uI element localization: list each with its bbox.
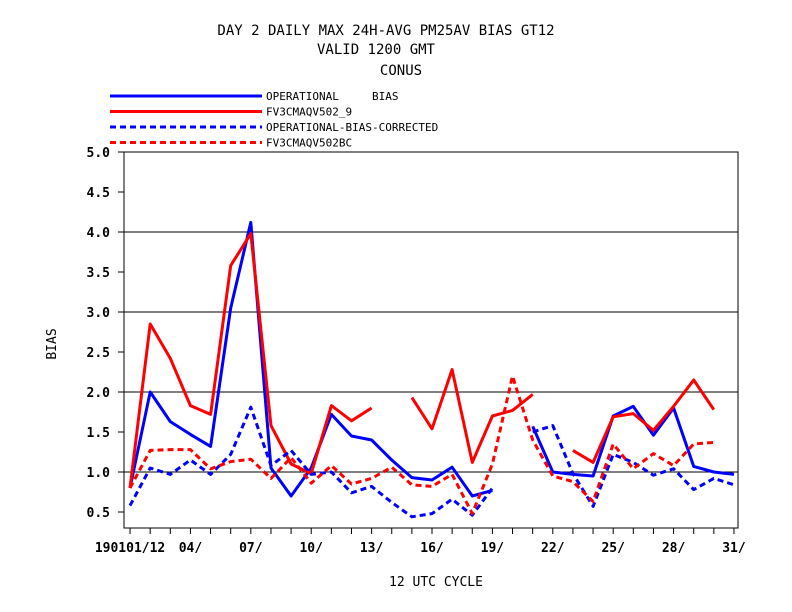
chart-title-line-1: DAY 2 DAILY MAX 24H-AVG PM25AV BIAS GT12: [217, 23, 554, 39]
series-line-1: [128, 220, 493, 498]
chart-title-line-2: VALID 1200 GMT: [317, 42, 436, 58]
legend-label: OPERATIONAL-BIAS-CORRECTED: [266, 121, 438, 134]
x-tick-label: 190101/12: [95, 541, 165, 556]
series-line-2: [410, 368, 534, 464]
x-tick-label: 16/: [420, 541, 444, 556]
x-tick-label: 31/: [722, 541, 746, 556]
series-lines: [128, 220, 735, 519]
x-tick-label: 04/: [179, 541, 203, 556]
x-tick-label: 25/: [601, 541, 625, 556]
x-tick-label: 13/: [360, 541, 384, 556]
series-line-4: [128, 374, 714, 516]
series-line-3: [128, 405, 494, 519]
x-tick-label: 07/: [239, 541, 263, 556]
y-tick-label: 1.0: [87, 466, 111, 481]
y-tick-label: 4.5: [87, 186, 110, 201]
legend-label: FV3CMAQV502_9: [266, 106, 352, 119]
x-axis: 190101/12 04/07/10/13/16/19/22/25/28/31/: [95, 528, 746, 556]
plot-frame: [123, 151, 739, 529]
series-line-3: [532, 424, 735, 508]
x-tick-label: 22/: [541, 541, 565, 556]
legend-label: OPERATIONAL BIAS: [266, 90, 398, 103]
y-axis-label: BIAS: [45, 328, 60, 359]
grid-lines: [124, 231, 738, 473]
legend: OPERATIONAL BIAS FV3CMAQV502_9 OPERATIONAL…: [110, 90, 438, 150]
x-tick-label: 28/: [662, 541, 686, 556]
y-tick-label: 4.0: [87, 226, 111, 241]
chart-title-line-3: CONUS: [380, 63, 422, 79]
x-tick-label: 10/: [299, 541, 323, 556]
y-tick-label: 2.5: [87, 346, 110, 361]
legend-label: FV3CMAQV502BC: [266, 137, 352, 150]
series-line-2: [572, 378, 716, 464]
x-tick-label: 19/: [481, 541, 505, 556]
y-tick-label: 5.0: [87, 146, 111, 161]
y-tick-label: 3.0: [87, 306, 111, 321]
x-axis-label: 12 UTC CYCLE: [389, 575, 483, 590]
y-tick-label: 2.0: [87, 386, 111, 401]
series-line-1: [531, 404, 735, 478]
y-tick-label: 3.5: [87, 266, 110, 281]
y-tick-label: 1.5: [87, 426, 110, 441]
y-axis: 0.5 1.0 1.5 2.0 2.5 3.0 3.5 4.0 4.5 5.0: [87, 146, 124, 521]
y-tick-label: 0.5: [87, 506, 110, 521]
series-line-2: [128, 232, 373, 489]
